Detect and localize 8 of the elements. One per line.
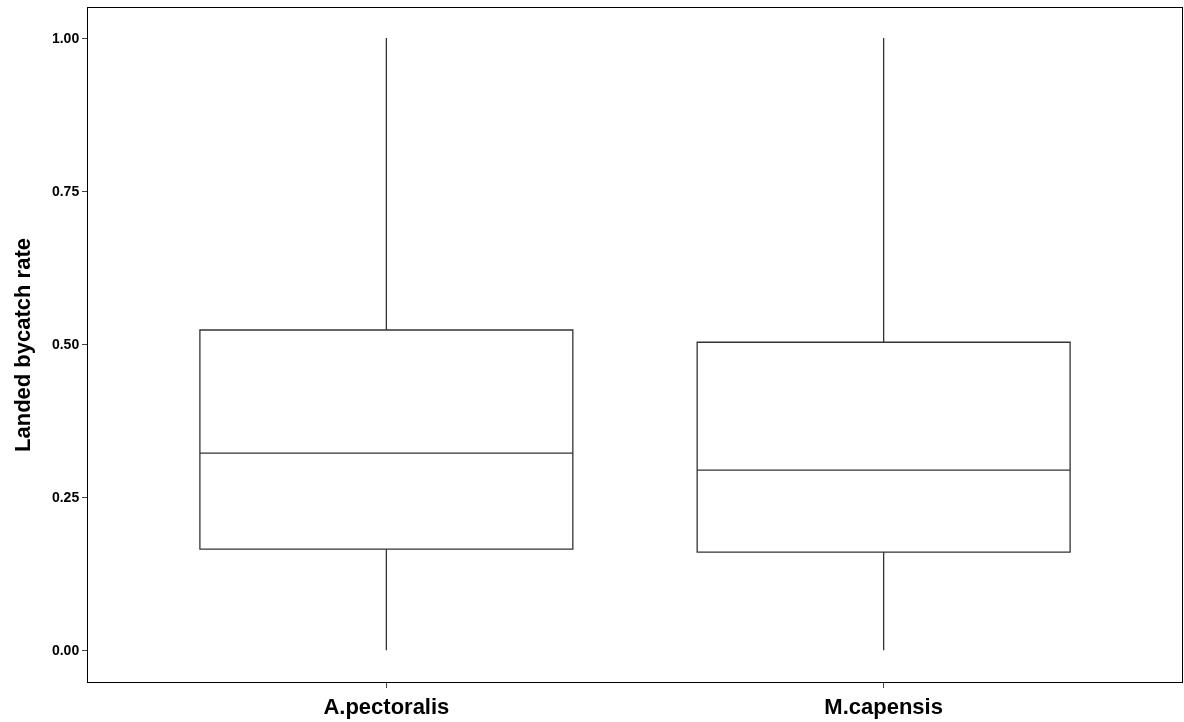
y-tick-label: 0.00 <box>51 642 80 659</box>
y-tick-label: 0.50 <box>51 335 80 352</box>
x-tick-label: M.capensis <box>824 694 943 720</box>
y-tick-label: 0.25 <box>51 489 80 506</box>
y-tick-label: 0.75 <box>51 182 80 199</box>
y-axis-title: Landed bycatch rate <box>9 238 35 452</box>
y-tick-label: 1.00 <box>51 29 80 46</box>
x-tick-label: A.pectoralis <box>323 694 450 720</box>
